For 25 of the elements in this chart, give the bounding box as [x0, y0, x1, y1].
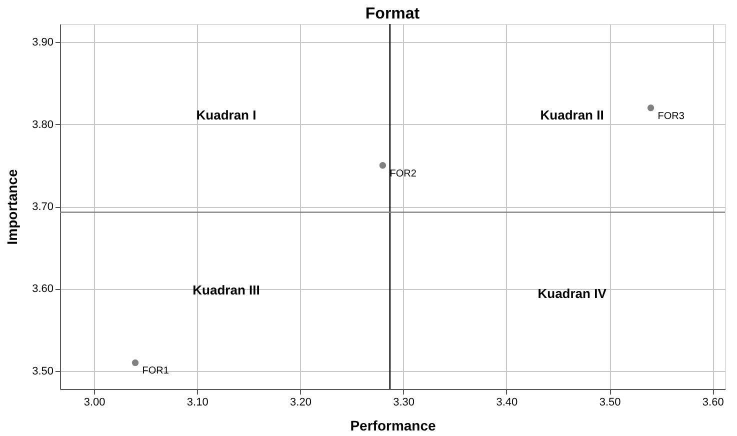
- y-axis-title: Importance: [4, 169, 20, 245]
- annotation: Kuadran II: [540, 107, 604, 122]
- y-tick-label: 3.70: [32, 201, 54, 213]
- y-tick-label: 3.50: [32, 365, 54, 378]
- chart-title: Format: [365, 5, 420, 22]
- y-tick-label: 3.80: [32, 118, 54, 131]
- y-tick-label: 3.90: [32, 36, 54, 49]
- point: [132, 359, 139, 366]
- x-tick-label: 3.40: [496, 396, 518, 408]
- annotation: Kuadran I: [196, 107, 256, 122]
- annotation: Kuadran III: [192, 282, 260, 298]
- x-tick-label: 3.60: [702, 396, 724, 408]
- point: [647, 104, 654, 112]
- annotation: Kuadran IV: [538, 286, 607, 302]
- x-tick-label: 3.10: [186, 396, 208, 408]
- data-label: FOR1: [142, 366, 170, 377]
- x-axis-title: Performance: [350, 418, 436, 434]
- x-tick-label: 3.00: [84, 396, 106, 408]
- data-label: FOR3: [658, 110, 685, 122]
- point: [379, 162, 386, 169]
- x-tick-label: 3.20: [290, 396, 312, 408]
- x-tick-label: 3.30: [393, 396, 415, 408]
- x-tick-label: 3.50: [599, 396, 621, 408]
- y-tick-label: 3.60: [32, 283, 54, 296]
- data-label: FOR2: [390, 168, 417, 180]
